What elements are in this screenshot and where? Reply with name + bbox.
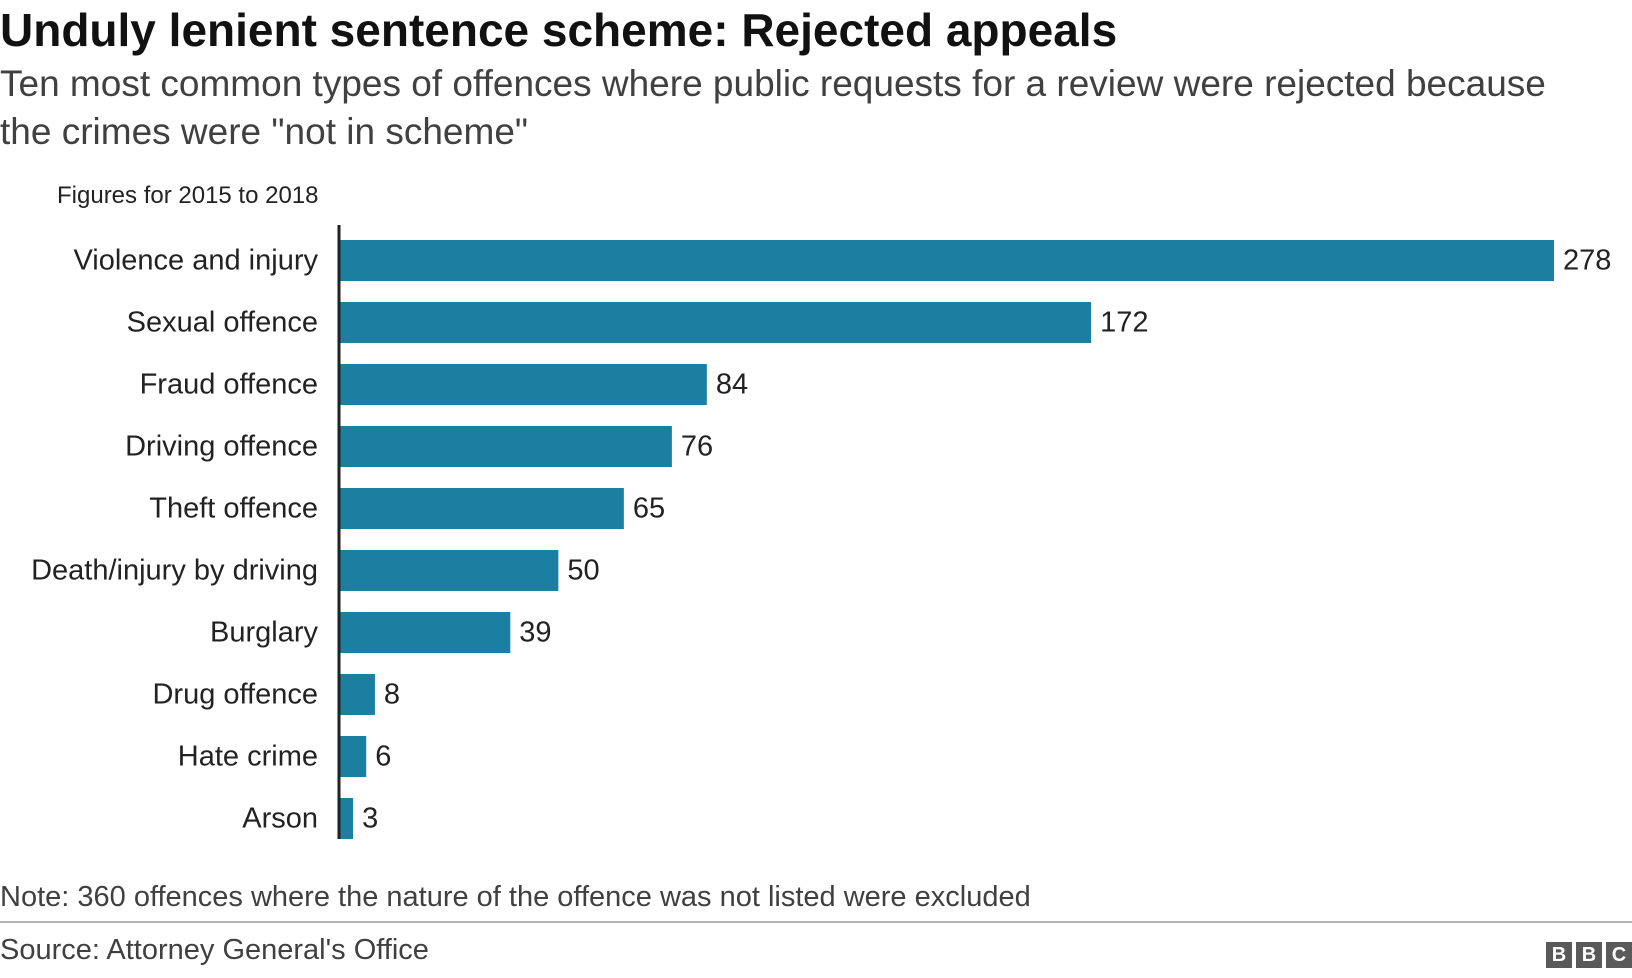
chart-subtitle: Ten most common types of offences where …: [0, 63, 1546, 152]
chart-title: Unduly lenient sentence scheme: Rejected…: [0, 4, 1118, 56]
chart-footnote: Note: 360 offences where the nature of t…: [0, 881, 1031, 913]
bbc-logo-letter: C: [1606, 942, 1632, 968]
category-label: Fraud offence: [140, 369, 318, 401]
bar: [340, 364, 707, 405]
bbc-logo-letter: B: [1546, 942, 1572, 968]
bar: [340, 798, 354, 839]
bbc-logo: B B C: [1546, 942, 1632, 968]
footer-divider: [0, 921, 1632, 923]
category-label: Theft offence: [149, 493, 318, 525]
value-label: 65: [633, 493, 665, 525]
value-label: 3: [362, 803, 378, 835]
bar: [340, 612, 511, 653]
bar: [340, 550, 559, 591]
bar: [340, 488, 624, 529]
value-label: 6: [375, 741, 391, 773]
value-label: 39: [519, 617, 551, 649]
category-label: Burglary: [210, 617, 318, 649]
value-label: 172: [1100, 307, 1148, 339]
bar: [340, 426, 672, 467]
value-label: 84: [716, 369, 748, 401]
category-label: Driving offence: [125, 431, 318, 463]
bbc-logo-letter: B: [1576, 942, 1602, 968]
period-note: Figures for 2015 to 2018: [57, 182, 319, 209]
category-label: Arson: [242, 803, 318, 835]
bar: [340, 240, 1554, 281]
bar: [340, 674, 375, 715]
category-label: Death/injury by driving: [31, 555, 318, 587]
value-label: 8: [384, 679, 400, 711]
value-label: 76: [681, 431, 713, 463]
value-label: 278: [1563, 245, 1611, 277]
category-label: Hate crime: [178, 741, 318, 773]
category-label: Violence and injury: [73, 245, 318, 277]
bar: [340, 302, 1092, 343]
source-text: Source: Attorney General's Office: [0, 934, 429, 966]
category-label: Sexual offence: [127, 307, 318, 339]
category-label: Drug offence: [152, 679, 318, 711]
value-label: 50: [567, 555, 599, 587]
bar-chart: Violence and injury 278 Sexual offence 172 F…: [31, 225, 1611, 839]
bar: [340, 736, 367, 777]
